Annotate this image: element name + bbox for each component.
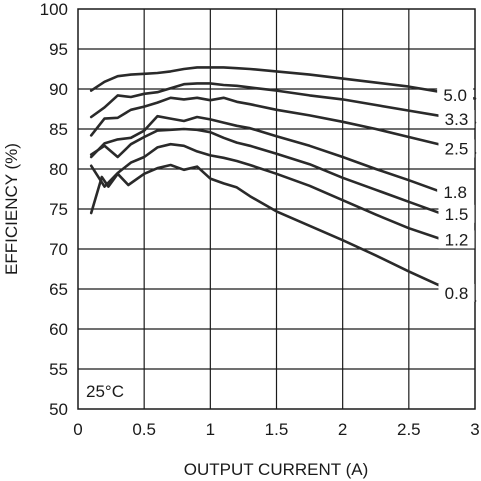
y-tick-label: 60 <box>49 320 68 339</box>
series-label-bg <box>438 139 475 158</box>
y-tick-label: 75 <box>49 200 68 219</box>
series-label-1-8: 1.8 <box>443 183 467 202</box>
x-tick-label: 1 <box>206 420 215 439</box>
grid <box>78 9 475 409</box>
y-tick-label: 95 <box>49 40 68 59</box>
x-tick-label: 0.5 <box>132 420 156 439</box>
x-tick-label: 1.5 <box>265 420 289 439</box>
x-tick-label: 0 <box>73 420 82 439</box>
y-tick-label: 50 <box>49 400 68 419</box>
series-label-bg <box>438 204 475 223</box>
plot-frame <box>77 8 476 410</box>
series-label-bg <box>438 110 475 129</box>
series-label-bg <box>437 183 474 202</box>
series-label-5-0: 5.0 <box>443 86 467 105</box>
x-tick-label: 3 <box>470 420 479 439</box>
y-axis-title: EFFICIENCY (%) <box>2 143 21 275</box>
temperature-annotation: 25°C <box>86 382 124 401</box>
y-tick-label: 80 <box>49 160 68 179</box>
series-labels: 5.0 3.3 2.5 1.8 1.5 1.2 0.8 <box>437 85 475 303</box>
series-label-bg <box>437 85 474 104</box>
series-line-5-0 <box>89 66 477 100</box>
series-line-3-3 <box>89 82 477 124</box>
y-tick-label: 90 <box>49 80 68 99</box>
series-line-0-8 <box>89 163 477 303</box>
y-tick-label: 70 <box>49 240 68 259</box>
series-line-1-8 <box>89 114 444 194</box>
tick-labels: 0 0.5 1 1.5 2 2.5 3 50 55 60 65 70 75 80 85 90 95 100 <box>40 0 480 439</box>
series-label-0-8: 0.8 <box>445 284 469 303</box>
series-label-bg <box>438 230 475 249</box>
y-tick-label: 65 <box>49 280 68 299</box>
series-line-1-2 <box>89 142 444 241</box>
series-line-1-5 <box>89 127 444 216</box>
series-label-2-5: 2.5 <box>445 140 469 159</box>
series-label-bg <box>438 283 475 302</box>
x-axis-title: OUTPUT CURRENT (A) <box>184 460 369 479</box>
x-tick-label: 2 <box>338 420 347 439</box>
y-tick-label: 100 <box>40 0 68 19</box>
y-tick-label: 55 <box>49 360 68 379</box>
series-curves <box>89 66 477 303</box>
series-label-3-3: 3.3 <box>445 110 469 129</box>
x-tick-label: 2.5 <box>397 420 421 439</box>
series-label-1-5: 1.5 <box>445 205 469 224</box>
y-tick-label: 85 <box>49 120 68 139</box>
series-line-2-5 <box>89 96 477 155</box>
series-label-1-2: 1.2 <box>445 230 469 249</box>
